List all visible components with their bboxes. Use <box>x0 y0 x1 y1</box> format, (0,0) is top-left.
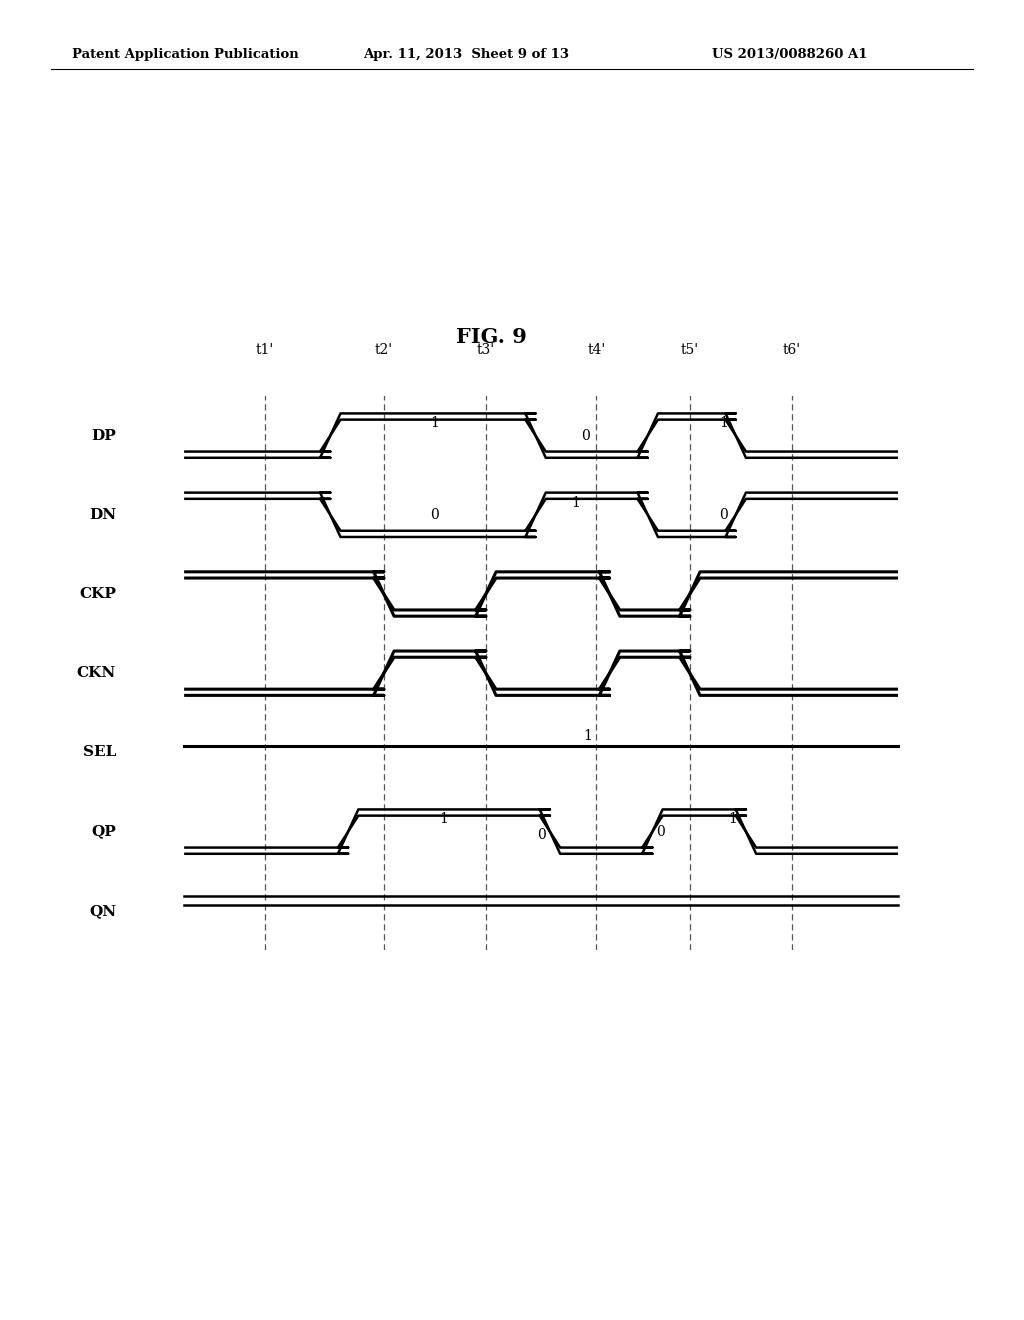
Text: 1: 1 <box>570 495 580 510</box>
Text: 1: 1 <box>728 812 736 826</box>
Text: t4': t4' <box>587 343 605 358</box>
Text: t5': t5' <box>681 343 699 358</box>
Text: QN: QN <box>89 904 116 917</box>
Text: Apr. 11, 2013  Sheet 9 of 13: Apr. 11, 2013 Sheet 9 of 13 <box>364 48 569 61</box>
Text: t1': t1' <box>256 343 274 358</box>
Text: 0: 0 <box>720 508 728 521</box>
Text: CKP: CKP <box>79 587 116 601</box>
Text: FIG. 9: FIG. 9 <box>456 326 527 347</box>
Text: 1: 1 <box>584 729 592 743</box>
Text: Patent Application Publication: Patent Application Publication <box>72 48 298 61</box>
Text: DN: DN <box>89 508 116 521</box>
Text: 0: 0 <box>655 825 665 838</box>
Text: DP: DP <box>91 429 116 442</box>
Text: 0: 0 <box>537 828 546 842</box>
Text: CKN: CKN <box>77 667 116 680</box>
Text: 0: 0 <box>430 508 439 521</box>
Text: t2': t2' <box>375 343 393 358</box>
Text: QP: QP <box>91 825 116 838</box>
Text: t6': t6' <box>782 343 801 358</box>
Text: 0: 0 <box>581 429 590 442</box>
Text: SEL: SEL <box>83 746 116 759</box>
Text: 1: 1 <box>439 812 447 826</box>
Text: 1: 1 <box>720 416 728 430</box>
Text: 1: 1 <box>430 416 439 430</box>
Text: t3': t3' <box>477 343 495 358</box>
Text: US 2013/0088260 A1: US 2013/0088260 A1 <box>712 48 867 61</box>
